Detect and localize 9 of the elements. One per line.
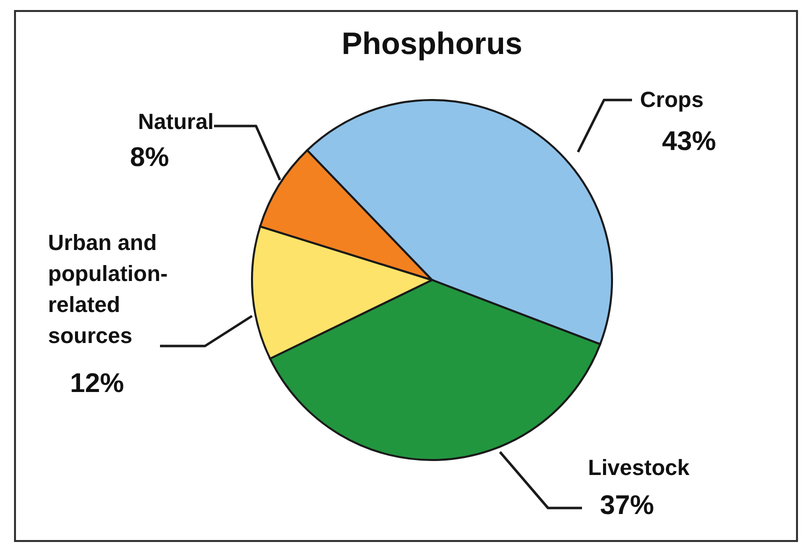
data-label: 12% — [70, 368, 124, 398]
slice-label: Natural — [138, 109, 214, 134]
data-label: 37% — [600, 490, 654, 520]
data-label: 8% — [130, 142, 170, 172]
slice-label: Livestock — [588, 455, 690, 480]
chart-title: Phosphorus — [342, 26, 522, 61]
data-label: 43% — [662, 126, 716, 156]
slice-label: Urban and population-related sources — [48, 230, 168, 348]
slice-label: Crops — [640, 87, 704, 112]
